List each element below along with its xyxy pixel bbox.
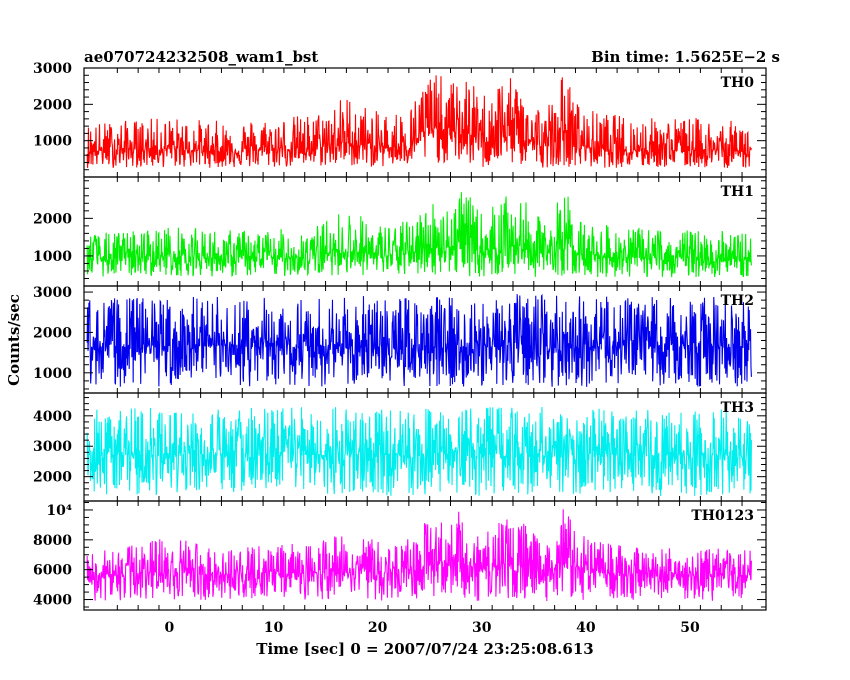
x-tick-label: 50 (680, 620, 700, 636)
y-tick-label: 1000 (33, 134, 72, 150)
x-tick-labels: 0 10 20 30 40 50 (165, 620, 700, 636)
x-tick-label: 30 (472, 620, 492, 636)
y-axis-label: Counts/sec (5, 294, 23, 386)
series-line-th3 (86, 406, 752, 497)
y-tick-label: 2000 (33, 211, 72, 227)
panel-stack: 1000 2000 3000 TH0 1000 2000 TH1 1000 2000 3000 TH… (33, 61, 767, 611)
y-tick-label: 3000 (33, 439, 72, 455)
panel-label-th3: TH3 (721, 400, 754, 416)
y-tick-label: 3000 (33, 285, 72, 301)
x-tick-label: 40 (576, 620, 596, 636)
panel-label-th2: TH2 (721, 293, 754, 309)
series-line-th2 (86, 293, 752, 387)
chart-title: ae070724232508_wam1_bst (84, 48, 318, 66)
panel-th0123: 4000 6000 8000 10⁴ TH0123 (33, 500, 767, 611)
panel-label-th0123: TH0123 (691, 508, 754, 524)
y-tick-label: 4000 (33, 409, 72, 425)
y-tick-label: 2000 (33, 325, 72, 341)
y-tick-label: 1000 (33, 249, 72, 265)
panel-label-th0: TH0 (721, 75, 755, 91)
bin-time-label: Bin time: 1.5625E−2 s (591, 48, 780, 66)
panel-th1: 1000 2000 TH1 (33, 176, 767, 287)
panel-frame (83, 500, 767, 611)
y-tick-label: 8000 (33, 533, 72, 549)
series-line-th1 (86, 192, 752, 278)
y-tick-label: 2000 (33, 470, 72, 486)
y-tick-label: 10⁴ (46, 503, 72, 519)
panel-th3: 2000 3000 4000 TH3 (33, 392, 767, 502)
x-tick-label: 10 (264, 620, 284, 636)
y-tick-label: 1000 (33, 366, 72, 382)
panel-th0: 1000 2000 3000 TH0 (33, 61, 767, 178)
series-line-th0123 (86, 509, 752, 602)
x-tick-label: 0 (165, 620, 175, 636)
panel-label-th1: TH1 (721, 184, 754, 200)
panel-th2: 1000 2000 3000 TH2 (33, 285, 767, 394)
series-line-th0 (86, 75, 752, 168)
y-tick-label: 3000 (33, 61, 72, 77)
y-tick-label: 2000 (33, 97, 72, 113)
x-tick-label: 20 (368, 620, 388, 636)
y-tick-label: 4000 (33, 593, 72, 609)
x-axis-label: Time [sec] 0 = 2007/07/24 23:25:08.613 (256, 640, 593, 658)
y-tick-label: 6000 (33, 563, 72, 579)
